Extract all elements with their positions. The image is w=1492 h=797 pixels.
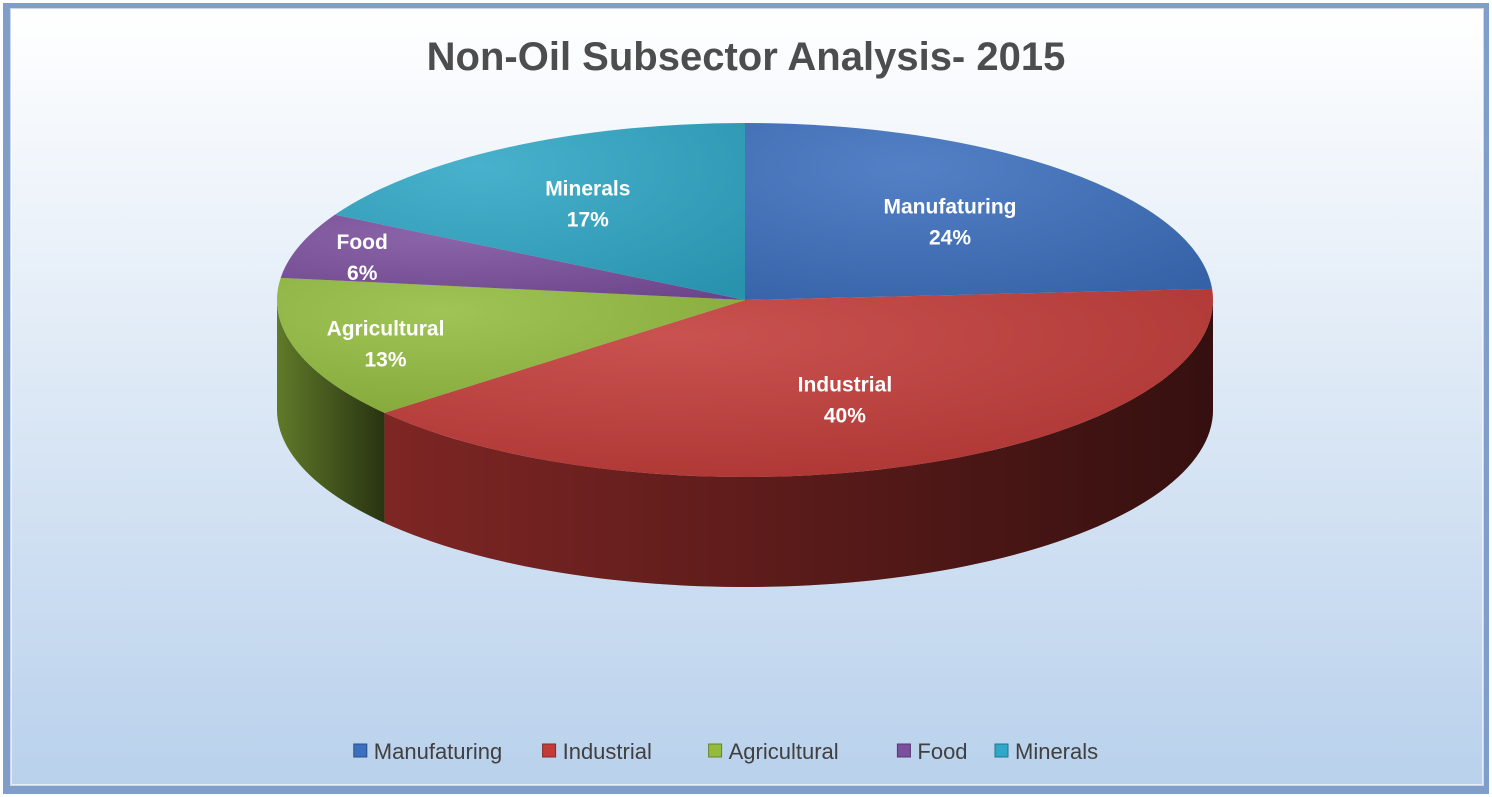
slice-shade-agricultural xyxy=(277,277,745,413)
slice-label-name-agricultural: Agricultural xyxy=(327,318,445,341)
side-wall-shade-industrial xyxy=(384,300,1213,587)
slice-label-value-manufaturing: 24% xyxy=(929,226,971,249)
slice-shade-manufaturing xyxy=(745,123,1213,300)
slice-shade-industrial xyxy=(384,288,1214,477)
legend-swatch-minerals xyxy=(994,743,1009,758)
slice-label-value-industrial: 40% xyxy=(824,405,866,428)
side-wall-shade-agricultural xyxy=(277,300,385,523)
legend-label-food: Food xyxy=(917,739,967,764)
slice-shade-food xyxy=(280,214,745,300)
legend-item-food: Food xyxy=(896,739,968,764)
legend-item-manufaturing: Manufaturing xyxy=(353,739,502,764)
slice-label-value-minerals: 17% xyxy=(567,208,609,231)
slice-label-name-minerals: Minerals xyxy=(545,177,630,200)
slice-shade-minerals xyxy=(334,123,745,300)
legend: Manufaturing Industrial Agricultural Food Mi… xyxy=(353,739,1098,764)
legend-label-minerals: Minerals xyxy=(1015,739,1098,764)
legend-item-industrial: Industrial xyxy=(542,739,652,764)
legend-label-industrial: Industrial xyxy=(563,739,652,764)
legend-swatch-manufaturing xyxy=(353,743,368,758)
legend-item-agricultural: Agricultural xyxy=(708,739,839,764)
slice-label-name-manufaturing: Manufaturing xyxy=(884,195,1017,218)
legend-label-agricultural: Agricultural xyxy=(729,739,839,764)
legend-swatch-agricultural xyxy=(708,743,723,758)
pie-side-walls xyxy=(277,300,1213,587)
legend-item-minerals: Minerals xyxy=(994,739,1098,764)
slice-label-value-agricultural: 13% xyxy=(364,349,406,372)
slice-label-name-industrial: Industrial xyxy=(798,374,893,397)
slice-label-value-food: 6% xyxy=(347,262,378,285)
pie-slices xyxy=(277,123,1214,477)
slice-label-name-food: Food xyxy=(337,231,388,254)
chart-title: Non-Oil Subsector Analysis- 2015 xyxy=(427,35,1066,79)
legend-swatch-food xyxy=(896,743,911,758)
legend-swatch-industrial xyxy=(542,743,557,758)
slice-labels: Manufaturing 24% Industrial 40% Agricultural… xyxy=(327,177,1017,427)
legend-label-manufaturing: Manufaturing xyxy=(374,739,502,764)
